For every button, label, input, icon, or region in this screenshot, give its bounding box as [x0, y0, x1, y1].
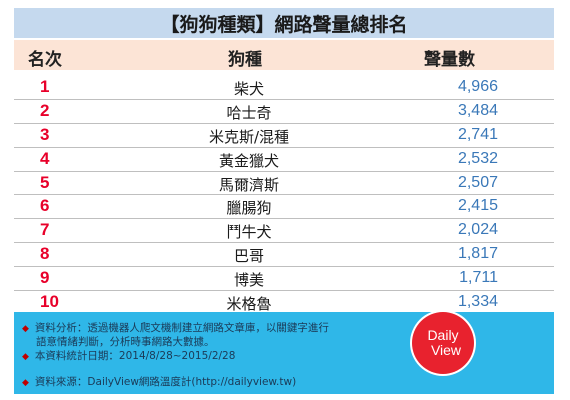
table-row: 7 鬥牛犬 2,024: [14, 219, 554, 244]
note-date: ◆ 本資料統計日期：2014/8/28~2015/2/28: [22, 349, 235, 364]
rank-cell: 5: [40, 172, 50, 192]
ranking-table: 1 柴犬 4,966 2 哈士奇 3,484 3 米克斯/混種 2,741 4 …: [14, 76, 554, 315]
table-header: 名次 狗種 聲量數: [14, 40, 554, 70]
note-analysis-cont: 語意情緒判斷，分析時事網路大數據。: [36, 336, 215, 348]
breed-cell: 柴犬: [233, 80, 264, 98]
table-row: 9 博美 1,711: [14, 267, 554, 292]
bullet-icon: ◆: [22, 324, 29, 334]
header-rank: 名次: [28, 50, 62, 70]
count-cell: 1,817: [457, 245, 498, 263]
breed-cell: 米格魯: [226, 295, 272, 314]
breed-cell: 博美: [233, 271, 264, 290]
footer-notes: ◆ 資料分析：透過機器人爬文機制建立網路文章庫，以關鍵字進行 語意情緒判斷，分析時…: [14, 312, 554, 394]
rank-cell: 8: [40, 244, 50, 264]
breed-cell: 鬥牛犬: [226, 223, 272, 242]
count-cell: 1,334: [457, 293, 498, 311]
dailyview-logo: Daily View: [412, 312, 474, 374]
count-cell: 2,741: [457, 125, 498, 143]
count-cell: 1,711: [459, 269, 498, 287]
rank-cell: 6: [40, 196, 50, 216]
rank-cell: 2: [40, 100, 50, 120]
bullet-icon: ◆: [22, 378, 29, 388]
breed-cell: 巴哥: [233, 247, 264, 266]
rank-cell: 9: [40, 268, 50, 288]
count-cell: 2,415: [457, 197, 498, 215]
rank-cell: 4: [40, 148, 50, 168]
bullet-icon: ◆: [22, 352, 29, 362]
breed-cell: 黃金獵犬: [218, 151, 279, 170]
page-title: 【狗狗種類】網路聲量總排名: [14, 8, 554, 38]
table-row: 6 臘腸狗 2,415: [14, 195, 554, 220]
logo-line1: Daily: [427, 327, 459, 343]
table-row: 4 黃金獵犬 2,532: [14, 148, 554, 172]
rank-cell: 1: [40, 77, 50, 96]
rank-cell: 7: [40, 220, 50, 240]
note-date-text: 本資料統計日期：2014/8/28~2015/2/28: [34, 350, 236, 362]
table-row: 8 巴哥 1,817: [14, 243, 554, 268]
table-row: 5 馬爾濟斯 2,507: [14, 172, 554, 196]
note-analysis: ◆ 資料分析：透過機器人爬文機制建立網路文章庫，以關鍵字進行: [22, 321, 329, 336]
breed-cell: 米克斯/混種: [208, 127, 290, 146]
count-cell: 2,024: [457, 221, 498, 239]
count-cell: 2,532: [457, 149, 498, 167]
count-cell: 2,507: [457, 173, 498, 191]
breed-cell: 馬爾濟斯: [218, 175, 279, 194]
note-source: ◆ 資料來源：DailyView網路溫度計(http://dailyview.tw…: [22, 375, 296, 390]
count-cell: 4,966: [457, 78, 498, 95]
table-row: 2 哈士奇 3,484: [14, 100, 554, 124]
note-source-text: 資料來源：DailyView網路溫度計(http://dailyview.tw): [34, 376, 297, 388]
header-count: 聲量數: [424, 50, 475, 70]
note-analysis-text: 資料分析：透過機器人爬文機制建立網路文章庫，以關鍵字進行: [34, 322, 329, 334]
table-row: 3 米克斯/混種 2,741: [14, 124, 554, 148]
breed-cell: 臘腸狗: [226, 199, 272, 218]
header-breed: 狗種: [228, 50, 262, 70]
logo-line2: View: [430, 342, 462, 358]
rank-cell: 3: [40, 124, 50, 144]
count-cell: 3,484: [457, 101, 498, 119]
rank-cell: 10: [40, 292, 59, 312]
breed-cell: 哈士奇: [226, 103, 272, 122]
table-row: 1 柴犬 4,966: [14, 76, 554, 100]
